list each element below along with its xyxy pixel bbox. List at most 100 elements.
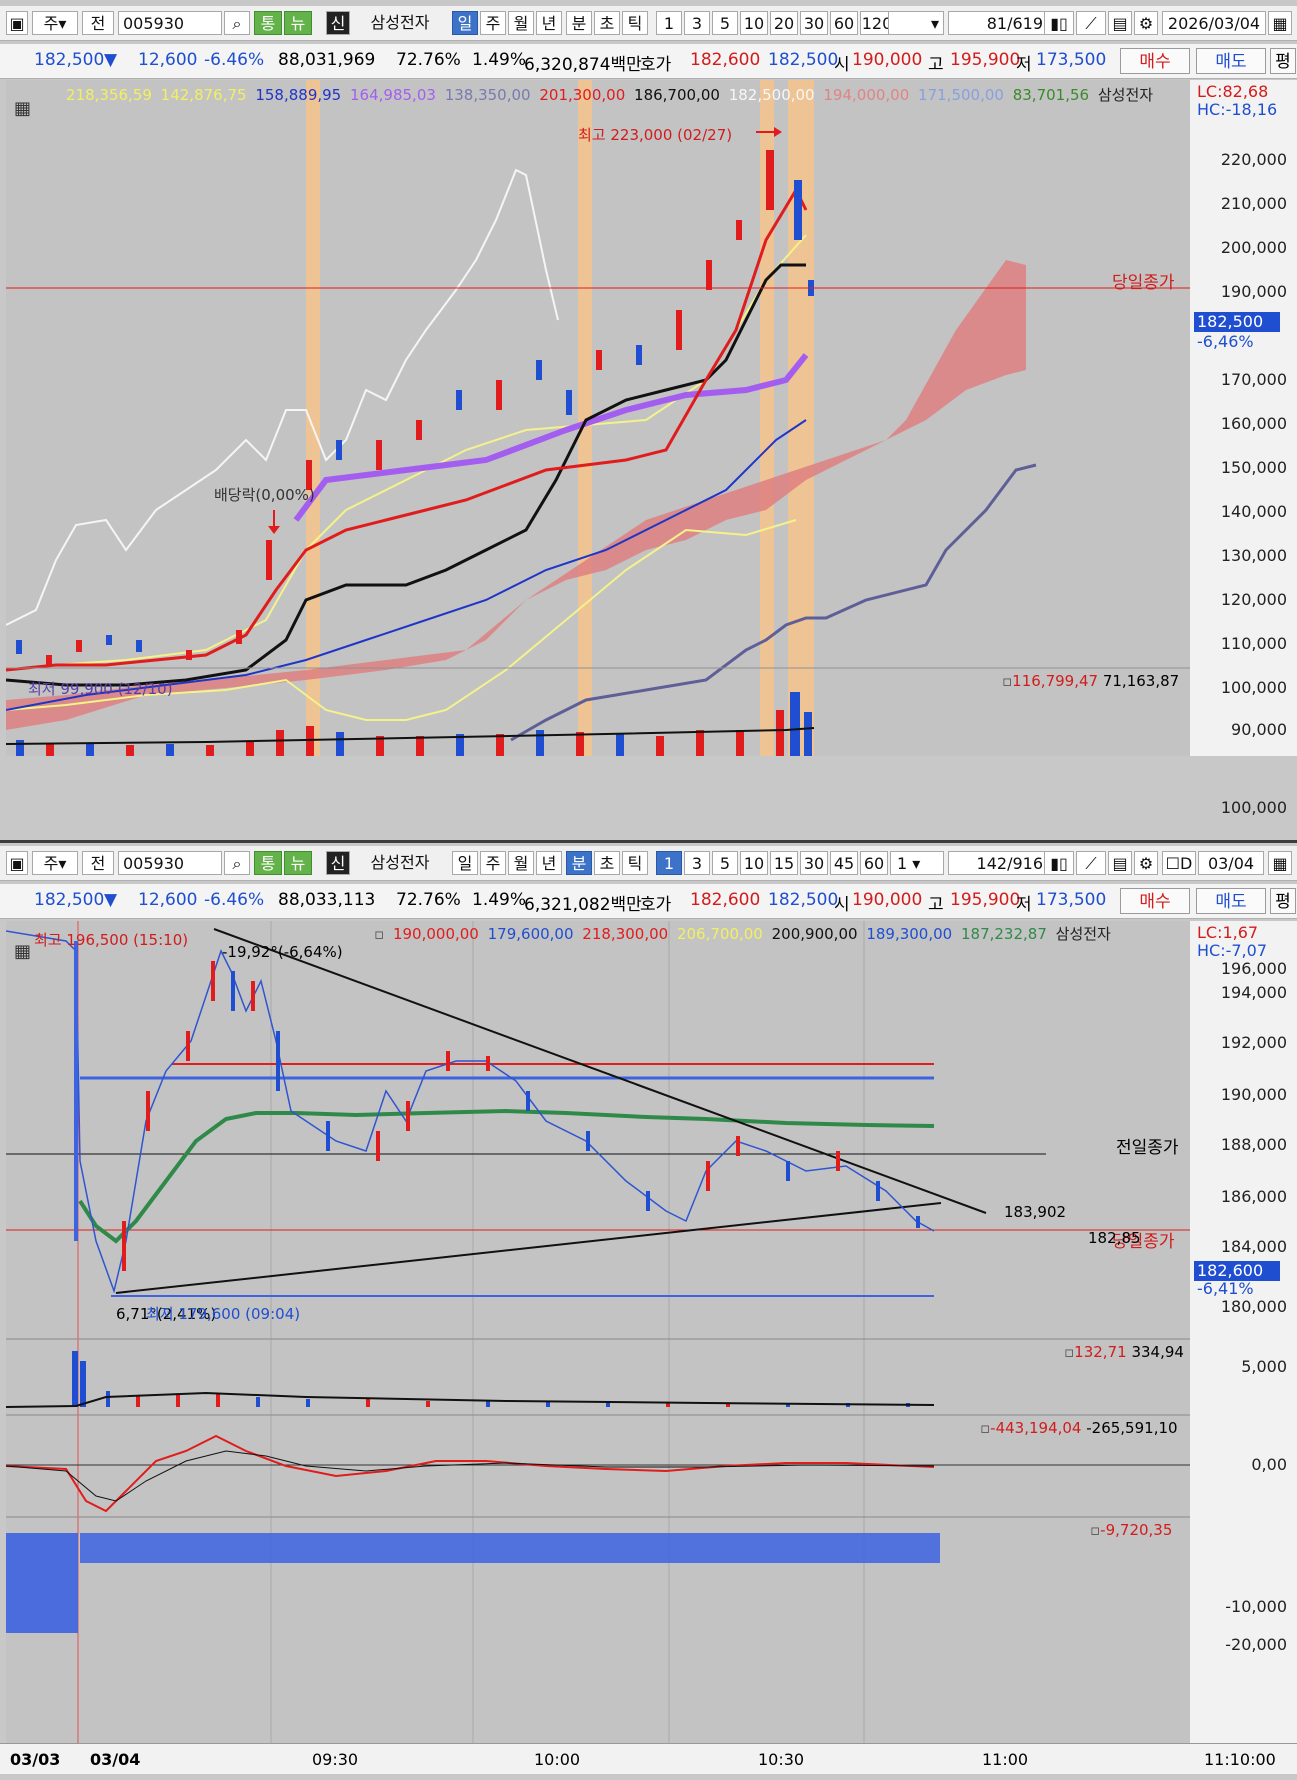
interval-dropdown[interactable]: ▾ [888, 11, 944, 35]
bid-price: 182,500 [768, 890, 839, 910]
daily-chart-pane: ▣ 주▾ 전 005930 ⌕ 통 뉴 신 삼성전자 일 주 월 년 분 초 틱… [0, 0, 1297, 840]
tong-button[interactable]: 통 [254, 851, 282, 875]
period-week[interactable]: 주 [480, 851, 506, 875]
volume: 88,033,113 [278, 890, 376, 910]
avg-button[interactable]: 평 [1270, 888, 1296, 914]
time-axis-end: 11:10:00 [1204, 1750, 1276, 1769]
buy-button[interactable]: 매수 [1120, 888, 1190, 914]
price-change: 12,600 [138, 890, 198, 910]
nyu-button[interactable]: 뉴 [284, 11, 312, 35]
today-close-label: 당일종가 [1112, 273, 1175, 293]
gear-icon[interactable]: ⚙ [1134, 11, 1158, 35]
avg-button[interactable]: 평 [1270, 48, 1296, 74]
period-tick[interactable]: 틱 [622, 11, 648, 35]
period-year[interactable]: 년 [536, 11, 562, 35]
interval-dropdown[interactable]: 1 ▾ [890, 851, 944, 875]
num-1[interactable]: 1 [656, 851, 682, 875]
y-tick: 190,000 [1220, 1085, 1287, 1104]
search-icon[interactable]: ⌕ [224, 11, 250, 35]
y-tick: 210,000 [1220, 194, 1287, 213]
nyu-button[interactable]: 뉴 [284, 851, 312, 875]
stock-name: 삼성전자 [370, 13, 430, 32]
legend-value: 179,600,00 [487, 925, 574, 943]
stock-code-input[interactable]: 005930 [118, 11, 222, 35]
num-3[interactable]: 3 [684, 11, 710, 35]
num-60[interactable]: 60 [830, 11, 858, 35]
window-icon[interactable]: ▣ [6, 851, 28, 875]
y-tick: 160,000 [1220, 414, 1287, 433]
minute-volume-bars [72, 1351, 910, 1407]
period-year[interactable]: 년 [536, 851, 562, 875]
num-1[interactable]: 1 [656, 11, 682, 35]
y-tick: 200,000 [1220, 238, 1287, 257]
d-checkbox[interactable]: ☐D [1162, 851, 1196, 875]
line-tool-icon[interactable]: ⟋ [1076, 851, 1106, 875]
num-20[interactable]: 20 [770, 11, 798, 35]
volume-legend: ▫132,71 334,94 [1064, 1343, 1184, 1361]
date-input[interactable]: 2026/03/04 [1162, 11, 1266, 35]
num-5[interactable]: 5 [712, 11, 738, 35]
legend-value: 194,000,00 [823, 86, 910, 104]
tong-button[interactable]: 통 [254, 11, 282, 35]
pane-divider[interactable] [0, 840, 1297, 843]
period-day[interactable]: 일 [452, 851, 478, 875]
stock-code-input[interactable]: 005930 [118, 851, 222, 875]
calendar-icon[interactable]: ▦ [1268, 851, 1292, 875]
save-icon[interactable]: ▤ [1108, 11, 1132, 35]
sin-button[interactable]: 신 [326, 851, 350, 875]
current-pct-tag: -6,41% [1197, 1279, 1254, 1298]
period-minute[interactable]: 분 [566, 11, 592, 35]
daily-price-chart[interactable]: 218,356,59 142,876,75 158,889,95 164,985… [6, 80, 1190, 756]
num-30[interactable]: 30 [800, 11, 828, 35]
date-input[interactable]: 03/04 [1198, 851, 1264, 875]
period-month[interactable]: 월 [508, 851, 534, 875]
legend-stock-name: 삼성전자 [1055, 925, 1111, 943]
oscillator-legend: ▫-443,194,04 -265,591,10 [980, 1419, 1178, 1437]
market-select[interactable]: 주▾ [32, 851, 78, 875]
sin-button[interactable]: 신 [326, 11, 350, 35]
period-day[interactable]: 일 [452, 11, 478, 35]
search-icon[interactable]: ⌕ [224, 851, 250, 875]
count-input[interactable]: 142/916 [948, 851, 1048, 875]
num-15[interactable]: 15 [770, 851, 798, 875]
line-tool-icon[interactable]: ⟋ [1076, 11, 1106, 35]
minute-price-chart[interactable]: ▫ 190,000,00 179,600,00 218,300,00 206,7… [6, 921, 1190, 1745]
prev-select[interactable]: 전 [82, 11, 114, 35]
period-second[interactable]: 초 [594, 851, 620, 875]
candle-type-icon[interactable]: ▮▯ [1044, 11, 1074, 35]
open-price: 190,000 [852, 50, 923, 70]
num-45[interactable]: 45 [830, 851, 858, 875]
num-5[interactable]: 5 [712, 851, 738, 875]
lc-value: LC:1,67 [1197, 923, 1259, 942]
gear-icon[interactable]: ⚙ [1134, 851, 1158, 875]
calendar-icon[interactable]: ▦ [1268, 11, 1292, 35]
period-month[interactable]: 월 [508, 11, 534, 35]
num-30[interactable]: 30 [800, 851, 828, 875]
prev-select[interactable]: 전 [82, 851, 114, 875]
num-3[interactable]: 3 [684, 851, 710, 875]
sell-button[interactable]: 매도 [1196, 48, 1266, 74]
period-tick[interactable]: 틱 [622, 851, 648, 875]
period-second[interactable]: 초 [594, 11, 620, 35]
low-price: 173,500 [1036, 890, 1107, 910]
period-week[interactable]: 주 [480, 11, 506, 35]
today-close-label: 당일종가 [1112, 1232, 1175, 1252]
price-change-pct: -6.46% [204, 50, 265, 70]
period-minute[interactable]: 분 [566, 851, 592, 875]
num-10[interactable]: 10 [740, 11, 768, 35]
num-10[interactable]: 10 [740, 851, 768, 875]
market-select[interactable]: 주▾ [32, 11, 78, 35]
chart-grid-icon[interactable]: ▦ [14, 941, 32, 962]
legend-value: 206,700,00 [676, 925, 763, 943]
open-label: 시 [834, 55, 850, 75]
y-tick: 186,000 [1220, 1187, 1287, 1206]
sell-button[interactable]: 매도 [1196, 888, 1266, 914]
count-input[interactable]: 81/619 [948, 11, 1048, 35]
chart-grid-icon[interactable]: ▦ [14, 98, 32, 119]
volume-ratio: 72.76% [396, 50, 461, 70]
window-icon[interactable]: ▣ [6, 11, 28, 35]
buy-button[interactable]: 매수 [1120, 48, 1190, 74]
num-60[interactable]: 60 [860, 851, 888, 875]
save-icon[interactable]: ▤ [1108, 851, 1132, 875]
candle-type-icon[interactable]: ▮▯ [1044, 851, 1074, 875]
